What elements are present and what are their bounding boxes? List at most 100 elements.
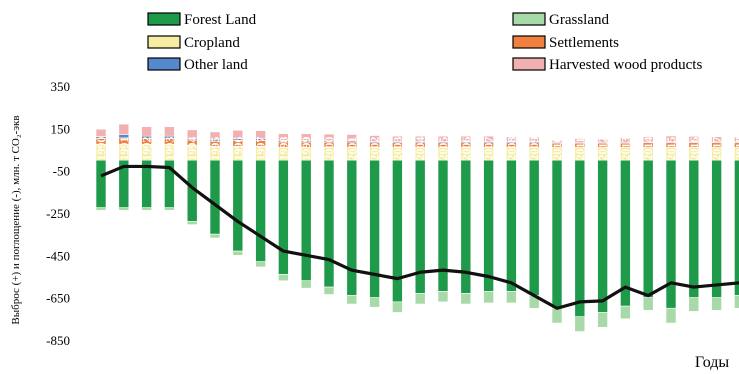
year-label: 2005 [436, 137, 450, 161]
year-label: 1994 [185, 137, 199, 161]
year-label: 1993 [162, 137, 176, 161]
bar-segment [688, 297, 700, 312]
year-label: 2018 [732, 137, 739, 161]
year-labels: 1990 1991 1992 1993 1994 1995 1996 1997 1998 1999… [94, 137, 739, 161]
legend-swatch [512, 35, 546, 49]
bar-segment [460, 293, 472, 305]
legend-swatch [147, 12, 181, 26]
year-label: 2016 [687, 137, 701, 161]
bar-segment [734, 147, 739, 161]
year-label: 2010 [550, 137, 564, 161]
bar-segment [414, 135, 426, 142]
bar-segment [209, 131, 221, 140]
bar-segment [642, 136, 654, 143]
bar-segment [414, 293, 426, 305]
year-label: 2014 [641, 137, 655, 161]
bar-segment [255, 261, 266, 268]
bar-segment [551, 307, 563, 324]
bar-segment [323, 286, 335, 295]
bar-segment [392, 301, 403, 313]
bar-segment [734, 142, 739, 148]
year-label: 1998 [276, 137, 290, 161]
bar-segment [711, 297, 722, 311]
legend-swatch [147, 35, 181, 49]
year-label: 1996 [231, 137, 245, 161]
bar-segment [95, 159, 107, 209]
bar-segment [278, 133, 289, 141]
year-label: 1992 [140, 137, 154, 161]
y-axis-title: Выброс (+) и поглощение (-), млн. т CO₂-… [10, 115, 22, 324]
bars [95, 123, 739, 332]
legend-item: Other land [147, 57, 248, 73]
x-axis-title: Годы [695, 354, 730, 371]
net-line [100, 164, 739, 310]
year-label: 1997 [254, 137, 268, 161]
y-tick-label: -50 [53, 164, 70, 179]
bar-segment [506, 291, 517, 304]
legend-swatch [147, 57, 181, 71]
bar-segment [118, 207, 130, 211]
year-label: 1999 [299, 137, 313, 161]
bar-segment [95, 207, 107, 211]
bar-segment [506, 136, 517, 142]
bar-segment [711, 159, 722, 298]
bar-segment [734, 141, 739, 144]
bar-segment [209, 159, 221, 235]
y-tick-label: -250 [46, 206, 70, 221]
bar-segment [528, 159, 540, 296]
bar-segment [278, 274, 289, 282]
bar-segment [437, 135, 449, 142]
year-label: 2007 [482, 137, 496, 161]
bar-segment [232, 250, 244, 256]
bar-segment [255, 130, 266, 140]
bar-segment [95, 128, 107, 137]
year-label: 2001 [345, 137, 359, 161]
y-axis: 350 150 -50 -250 -450 -650 -850 [46, 79, 70, 348]
bar-segment [665, 135, 677, 143]
bar-segment [300, 133, 312, 141]
net-line-path [100, 164, 739, 310]
bar-segment [620, 137, 631, 143]
bar-segment [118, 123, 130, 135]
bar-segment [688, 136, 700, 143]
bar-segment [255, 159, 266, 262]
bar-segment [323, 159, 335, 288]
year-label: 2009 [527, 137, 541, 161]
bar-segment [734, 159, 739, 296]
bar-segment [186, 221, 198, 225]
bar-segment [369, 297, 380, 308]
legend-label: Grassland [549, 12, 609, 28]
year-label: 1990 [94, 137, 108, 161]
bar-segment [186, 129, 198, 139]
bar-segment [574, 316, 586, 332]
bar-segment [460, 135, 472, 142]
year-label: 2015 [664, 137, 678, 161]
bar-segment [734, 295, 739, 309]
bar-segment [688, 159, 700, 298]
bar-segment [141, 126, 152, 137]
bar-segment [164, 126, 175, 137]
year-label: 2000 [322, 137, 336, 161]
year-label: 2006 [459, 137, 473, 161]
bar-segment [300, 159, 312, 282]
bar-segment [164, 207, 175, 211]
bar-segment [323, 133, 335, 142]
bar-segment [392, 159, 403, 303]
bar-segment [300, 280, 312, 289]
y-tick-label: -650 [46, 291, 70, 306]
bar-segment [369, 159, 380, 298]
legend-label: Cropland [184, 35, 240, 51]
year-label: 2002 [368, 137, 382, 161]
bar-segment [551, 139, 563, 143]
bar-segment [278, 159, 289, 275]
bar-segment [620, 159, 631, 307]
year-label: 2011 [573, 137, 587, 160]
legend-label: Settlements [549, 35, 619, 51]
year-label: 2004 [413, 137, 427, 161]
legend-item: Forest Land [147, 12, 257, 28]
bar-segment [483, 291, 494, 304]
bar-segment [232, 129, 244, 140]
bar-segment [528, 136, 540, 142]
legend-item: Harvested wood products [512, 57, 702, 73]
